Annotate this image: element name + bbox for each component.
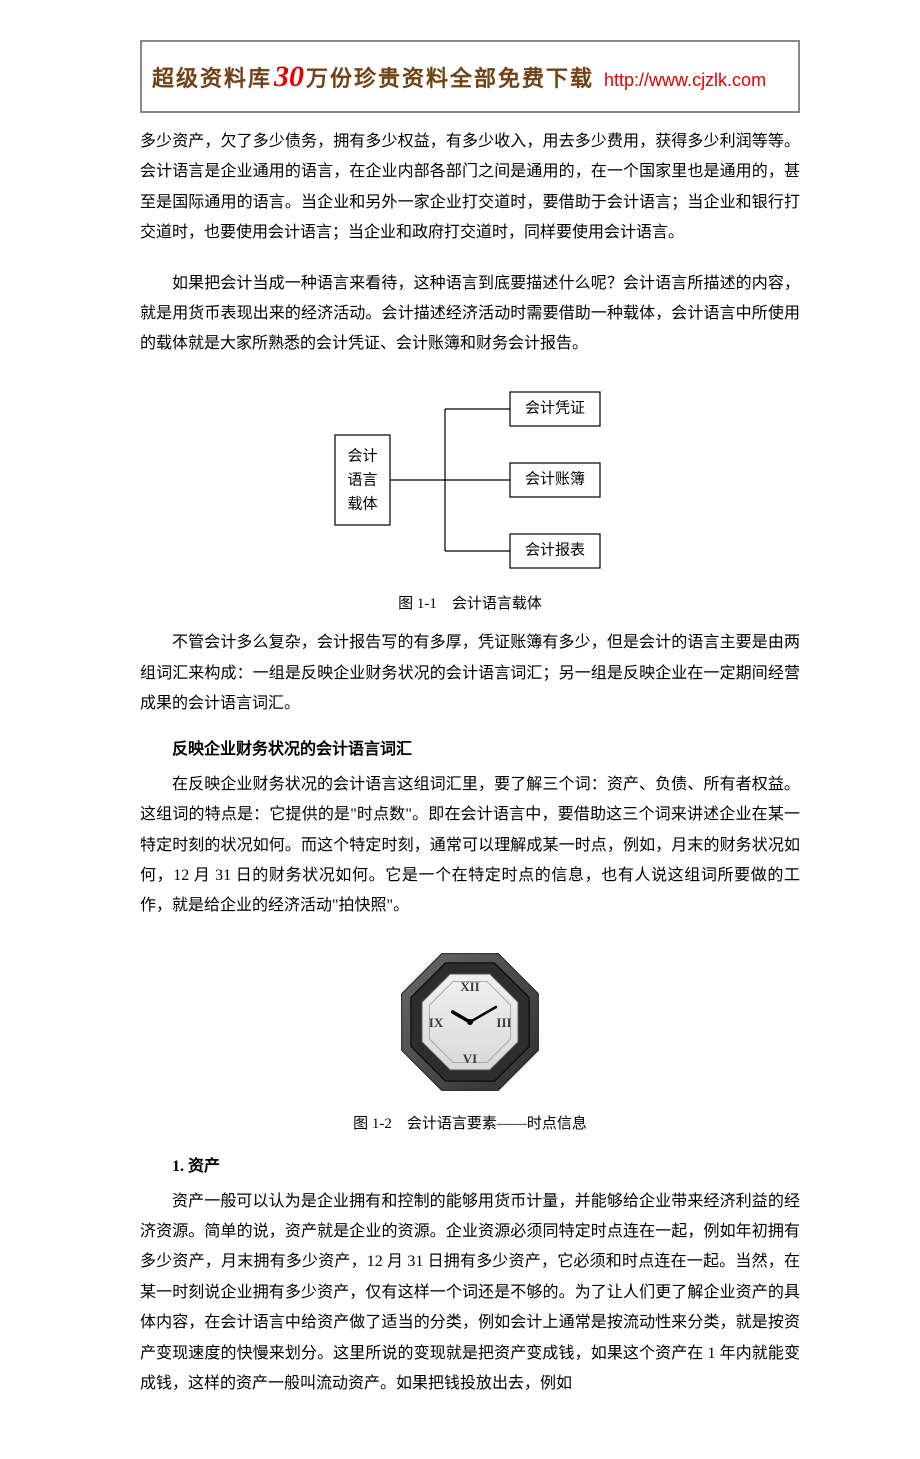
header-url: http://www.cjzlk.com bbox=[604, 63, 766, 97]
svg-text:载体: 载体 bbox=[347, 495, 377, 512]
svg-text:会计账簿: 会计账簿 bbox=[525, 470, 585, 487]
caption-2: 图 1-2 会计语言要素——时点信息 bbox=[140, 1110, 800, 1139]
diagram-clock: XII III VI IX bbox=[140, 942, 800, 1102]
diagram-carriers: 会计语言载体 会计凭证会计账簿会计报表 bbox=[140, 380, 800, 580]
header-prefix: 超级资料库 bbox=[152, 58, 272, 100]
paragraph-2: 如果把会计当成一种语言来看待，这种语言到底要描述什么呢？会计语言所描述的内容，就… bbox=[140, 269, 800, 360]
svg-text:VI: VI bbox=[463, 1051, 477, 1066]
svg-text:III: III bbox=[496, 1015, 511, 1030]
heading-asset: 1. 资产 bbox=[140, 1152, 800, 1182]
paragraph-4: 在反映企业财务状况的会计语言这组词汇里，要了解三个词：资产、负债、所有者权益。这… bbox=[140, 770, 800, 922]
paragraph-1: 多少资产，欠了多少债务，拥有多少权益，有多少收入，用去多少费用，获得多少利润等等… bbox=[140, 127, 800, 249]
paragraph-3: 不管会计多么复杂，会计报告写的有多厚，凭证账簿有多少，但是会计的语言主要是由两组… bbox=[140, 628, 800, 719]
svg-text:IX: IX bbox=[429, 1015, 444, 1030]
svg-text:会计: 会计 bbox=[347, 447, 377, 464]
paragraph-5: 资产一般可以认为是企业拥有和控制的能够用货币计量，并能够给企业带来经济利益的经济… bbox=[140, 1187, 800, 1400]
header-big-number: 30 bbox=[274, 48, 304, 105]
header-suffix: 万份珍贵资料全部免费下载 bbox=[306, 58, 594, 100]
svg-text:语言: 语言 bbox=[347, 471, 377, 488]
caption-1: 图 1-1 会计语言载体 bbox=[140, 590, 800, 619]
svg-text:XII: XII bbox=[460, 979, 480, 994]
header-banner: 超级资料库 30 万份珍贵资料全部免费下载 http://www.cjzlk.c… bbox=[140, 40, 800, 113]
svg-text:会计报表: 会计报表 bbox=[525, 541, 585, 558]
svg-text:会计凭证: 会计凭证 bbox=[525, 399, 585, 416]
subheading-vocab: 反映企业财务状况的会计语言词汇 bbox=[140, 735, 800, 765]
